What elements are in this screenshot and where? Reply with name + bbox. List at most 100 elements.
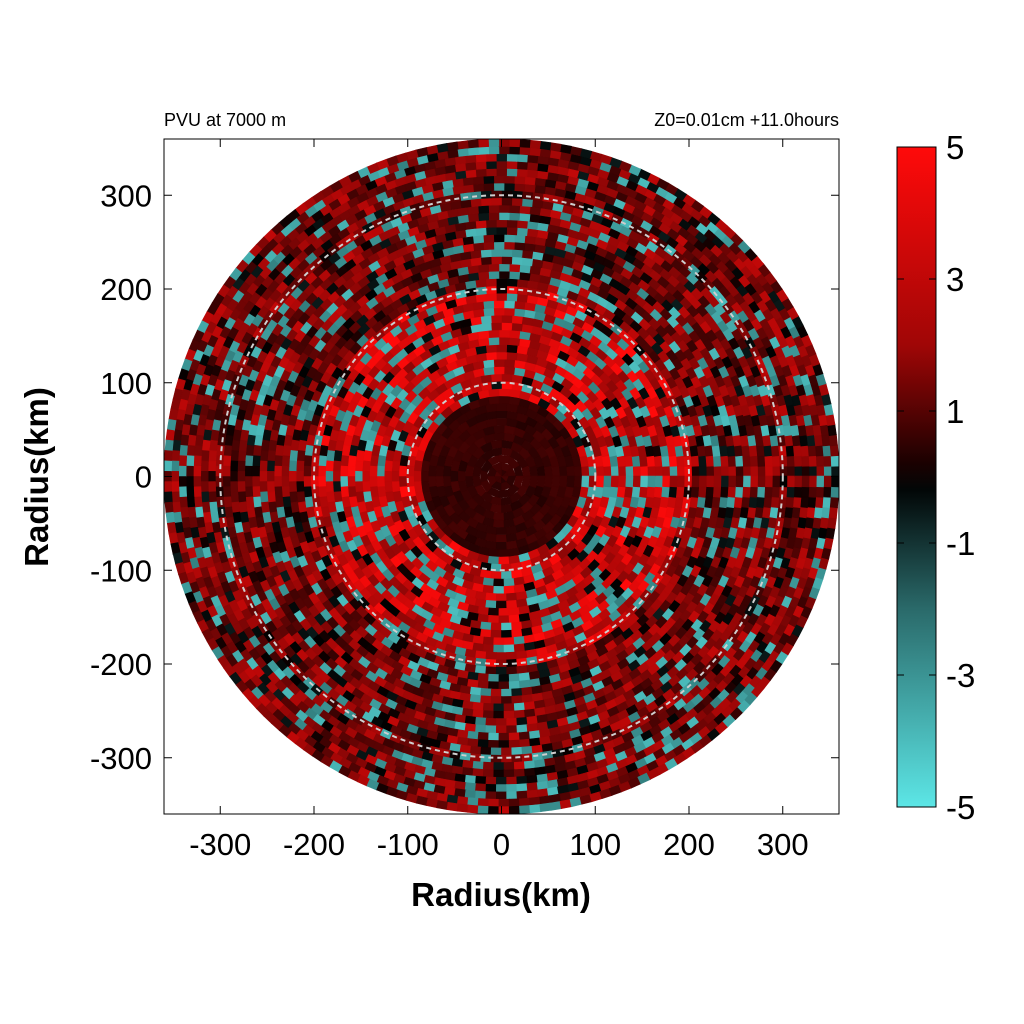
x-tick-label: -200 [283,827,345,862]
heat-cell [487,204,500,214]
heat-cell [273,486,283,499]
heat-cell [500,197,513,206]
heat-cell [792,444,802,457]
heat-cell [420,470,429,483]
heat-cell [446,141,459,152]
heat-cell [186,496,196,509]
heat-cell [516,219,528,229]
heat-cell [479,190,492,199]
heat-cell [252,444,262,457]
heat-cell [823,475,833,488]
heat-cell [498,607,511,617]
heat-cell [501,570,514,580]
heat-cell [485,791,498,800]
heat-cell [518,731,531,741]
heat-cell [482,175,495,184]
heat-cell [510,315,523,325]
heat-cell [503,175,515,184]
heat-cell [508,270,521,280]
heat-cell [251,486,261,499]
colorbar-label: 3 [946,261,964,298]
heat-cell [490,322,502,331]
heat-cell [743,465,752,477]
heat-cell [477,212,490,222]
heat-cell [479,248,492,258]
heat-cell [513,635,526,646]
heat-cell [691,465,700,477]
heat-cell [712,485,722,498]
heat-cell [339,476,349,488]
heat-cell [742,485,752,498]
heat-cell [464,154,477,164]
heat-cell [801,465,811,477]
heat-cell [596,475,605,488]
heat-cell [521,745,534,755]
heat-cell [498,336,510,345]
heat-cell [492,300,505,309]
heat-cell [281,455,291,468]
heat-cell [467,804,480,814]
heat-cell [787,465,796,477]
heat-cell [518,797,531,807]
heat-cell [503,241,515,250]
heat-cell [827,516,837,529]
heat-cell [490,571,503,580]
heat-cell [825,526,836,540]
heat-cell [513,709,526,719]
heat-cell [488,732,500,741]
heat-cell [750,465,759,477]
heat-cell [801,454,810,467]
heat-cell [193,455,202,468]
heat-cell [735,475,744,488]
heat-cell [815,444,824,457]
heat-cell [466,205,479,215]
heat-cell [482,241,495,251]
heat-cell [495,410,508,419]
heat-cell [787,475,796,488]
heat-cell [508,329,521,339]
heat-cell [457,470,466,483]
heat-cell [500,373,513,382]
heat-cell [721,475,730,488]
heat-cell [361,470,370,483]
heat-cell [288,449,298,463]
heat-cell [288,481,298,494]
heat-cell [794,475,803,488]
x-tick-label: 200 [663,827,715,862]
heat-cell [237,491,247,504]
y-tick-label: 0 [135,460,152,495]
heat-cell [763,444,773,457]
heat-cell [487,607,500,617]
heat-cell [653,485,663,498]
heat-cell [764,454,774,467]
heat-cell [251,465,260,478]
heat-cell [513,182,526,192]
heat-cell [526,161,539,171]
heat-cell [511,695,524,705]
heat-cell [501,622,513,631]
heat-cell [786,485,796,498]
heat-cell [472,242,485,252]
heat-cell [477,146,490,155]
heat-cell [503,769,516,778]
heat-cell [632,465,642,477]
heat-cell [793,454,803,467]
heat-cell [765,465,774,477]
heat-cell [164,439,174,452]
heat-cell [750,475,759,488]
heat-cell [469,190,482,200]
heat-cell [266,450,276,463]
x-tick-label: 0 [493,827,510,862]
heat-cell [662,465,671,477]
heat-cell [492,424,505,434]
heat-cell [325,470,334,483]
heat-cell [488,673,500,683]
heat-cell [505,226,518,236]
heat-cell [487,555,500,565]
heat-cell [490,197,502,206]
heat-cell [477,204,490,214]
heat-cell [513,768,526,778]
heat-cell [164,481,173,493]
heat-cell [498,556,511,565]
heat-cell [508,146,521,155]
